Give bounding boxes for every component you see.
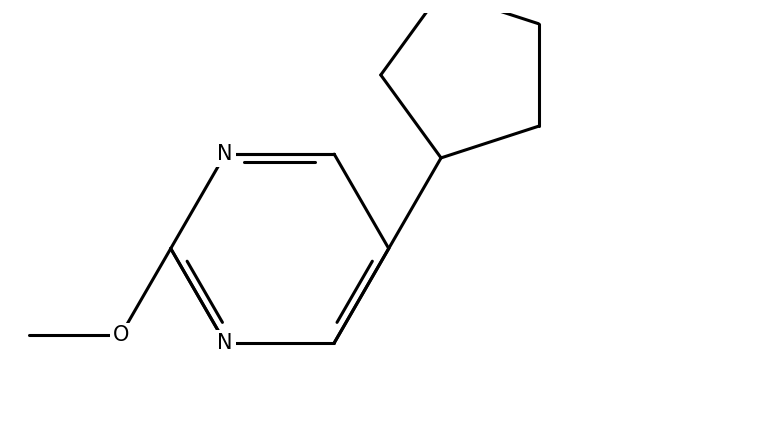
Text: N: N — [217, 144, 233, 164]
Text: O: O — [112, 325, 128, 345]
Text: N: N — [217, 333, 233, 353]
